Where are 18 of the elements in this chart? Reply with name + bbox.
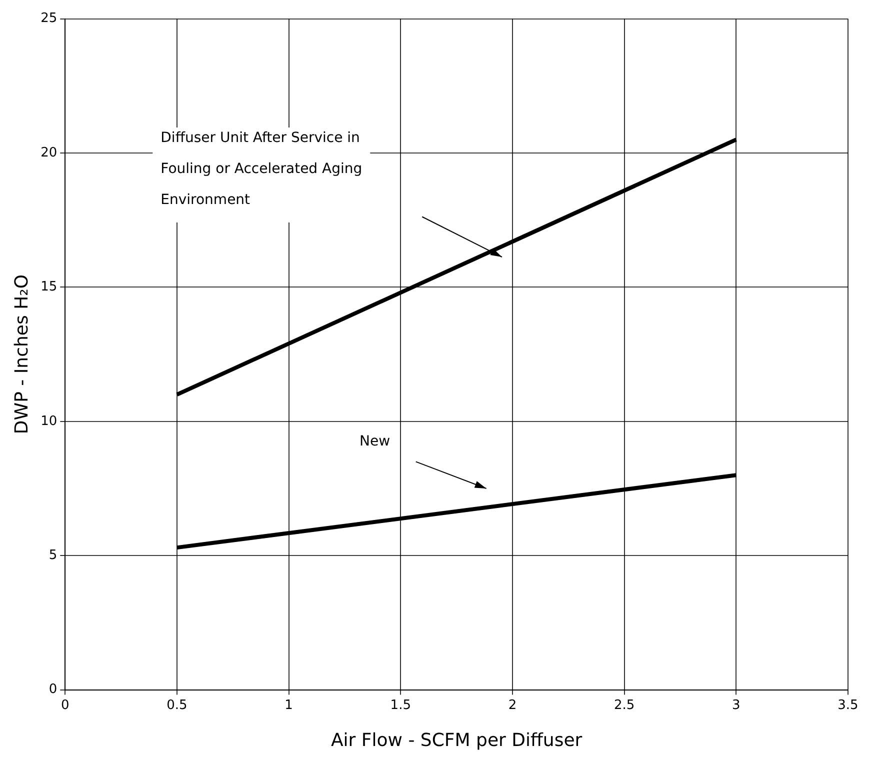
- annotation: New: [359, 433, 390, 450]
- x-tick-label: 1.5: [390, 698, 411, 713]
- y-tick-label: 20: [40, 145, 58, 160]
- x-axis-title: Air Flow - SCFM per Diffuser: [330, 730, 583, 751]
- y-tick-label: 10: [40, 414, 58, 429]
- x-tick-label: 0.5: [166, 698, 188, 713]
- x-tick-label: 3.5: [838, 698, 858, 713]
- x-tick-label: 2.5: [614, 698, 635, 713]
- x-tick-label: 0: [61, 698, 70, 713]
- x-tick-label: 1: [284, 698, 293, 713]
- annotation: Diffuser Unit After Service in Fouling or Accelerated Aging Environment: [160, 130, 362, 208]
- y-tick-label: 25: [40, 11, 58, 26]
- y-axis-title: DWP - Inches H₂O: [11, 274, 32, 434]
- x-tick-label: 3: [732, 698, 740, 713]
- y-tick-label: 0: [48, 682, 58, 698]
- y-tick-label: 15: [40, 280, 58, 295]
- x-tick-label: 2: [508, 698, 517, 713]
- y-tick-label: 5: [48, 548, 58, 563]
